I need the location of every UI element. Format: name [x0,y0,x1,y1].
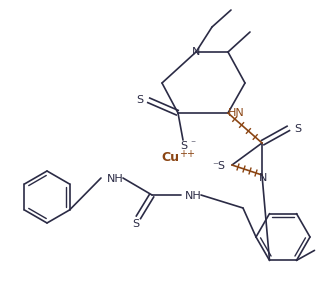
Text: ⁻S: ⁻S [212,161,225,171]
Text: ⁻: ⁻ [190,139,195,149]
Text: ++: ++ [179,149,195,159]
Text: NH: NH [185,191,201,201]
Text: S: S [294,124,301,134]
Text: S: S [181,141,188,151]
Text: HN: HN [228,108,244,118]
Text: Cu: Cu [161,151,179,164]
Text: N: N [259,173,267,183]
Text: N: N [192,47,200,57]
Text: S: S [136,95,143,105]
Text: NH: NH [107,174,123,184]
Text: S: S [132,219,140,229]
